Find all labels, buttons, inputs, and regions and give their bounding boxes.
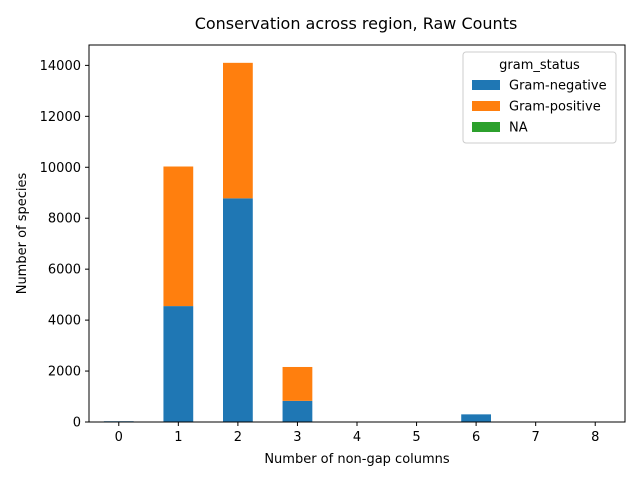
legend: gram_status Gram-negative Gram-positive NA [462,51,617,144]
x-tick-label-0: 0 [115,430,123,445]
bars-layer [103,62,491,422]
y-tick-label-14000: 14000 [40,59,81,74]
x-tick-label-3: 3 [293,430,301,445]
x-tick-label-8: 8 [591,430,599,445]
x-tick-label-5: 5 [412,430,420,445]
legend-title: gram_status [499,58,580,73]
y-tick-label-8000: 8000 [48,212,81,227]
y-tick-label-6000: 6000 [48,263,81,278]
y-axis-label: Number of species [15,172,30,294]
bar-gram-positive-3 [282,366,313,401]
x-axis-label: Number of non-gap columns [264,452,450,467]
legend-label-na: NA [509,121,528,136]
x-axis: 0 1 2 3 4 5 6 7 8 [115,422,599,445]
y-tick-label-0: 0 [73,416,81,431]
bar-gram-negative-6 [461,414,491,422]
x-tick-label-4: 4 [353,430,361,445]
chart-title: Conservation across region, Raw Counts [195,14,518,33]
y-tick-label-12000: 12000 [40,110,81,125]
y-axis: 0 2000 4000 6000 8000 10000 12000 14000 [40,59,89,431]
y-tick-label-4000: 4000 [48,314,81,329]
x-tick-label-1: 1 [174,430,182,445]
legend-swatch-gram-positive [472,101,500,111]
legend-label-gram-negative: Gram-negative [509,79,607,94]
bar-gram-negative-2 [223,198,253,422]
bar-gram-positive-2 [223,62,253,199]
y-tick-label-10000: 10000 [40,161,81,176]
bar-gram-positive-1 [163,166,194,307]
legend-label-gram-positive: Gram-positive [509,100,601,115]
x-tick-label-6: 6 [472,430,480,445]
bar-gram-negative-3 [282,400,313,422]
x-tick-label-2: 2 [234,430,242,445]
legend-box [462,51,617,144]
legend-swatch-gram-negative [472,80,500,90]
legend-swatch-na [472,122,500,132]
x-tick-label-7: 7 [532,430,540,445]
bar-gram-negative-1 [163,306,194,422]
y-tick-label-2000: 2000 [48,365,81,380]
plot-frame [88,44,626,423]
legend-items: Gram-negative Gram-positive NA [472,79,607,136]
